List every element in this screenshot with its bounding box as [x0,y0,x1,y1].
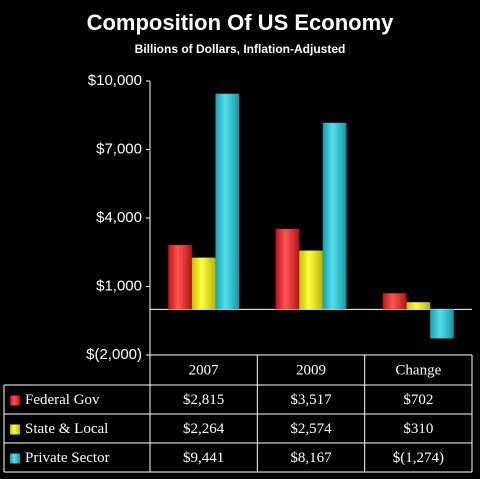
legend-swatch-shine [10,395,20,406]
legend-swatch-shine [10,424,20,435]
legend-swatch-shine [10,453,20,464]
x-tick-label: 2009 [296,362,326,378]
bar-shine [275,229,300,310]
chart-subtitle: Billions of Dollars, Inflation-Adjusted [135,42,346,56]
bar-shine [191,257,216,310]
bar-shine [382,293,407,310]
y-tick-label: $4,000 [96,209,142,226]
table-value: $8,167 [290,450,332,466]
bar-shine [168,245,192,310]
x-tick-label: 2007 [189,362,220,378]
table-value: $2,574 [290,421,332,437]
legend-label: Federal Gov [25,392,100,408]
y-tick-label: $(2,000) [86,346,142,363]
bar-shine [215,93,240,310]
bar-shine [322,122,347,310]
bar-shine [406,302,431,310]
bar-shine [430,309,454,339]
chart-title: Composition Of US Economy [87,10,395,35]
table-value: $702 [403,392,433,408]
table-value: $310 [403,421,433,437]
table-value: $2,815 [183,392,224,408]
table-value: $2,264 [183,421,225,437]
x-tick-label: Change [395,362,441,378]
legend-label: State & Local [25,421,108,437]
bar-shine [299,250,323,310]
y-tick-label: $7,000 [96,140,142,157]
y-tick-label: $1,000 [96,277,142,294]
y-tick-label: $10,000 [88,72,142,89]
table-value: $(1,274) [393,450,444,466]
table-value: $3,517 [290,392,332,408]
table-value: $9,441 [183,450,224,466]
legend-label: Private Sector [25,450,110,466]
